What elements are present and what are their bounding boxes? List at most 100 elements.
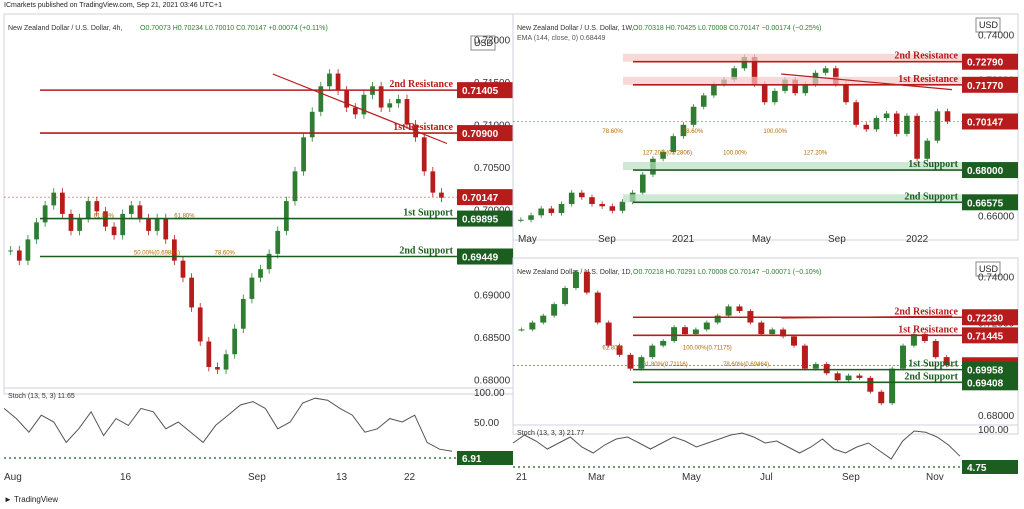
price-box: [962, 53, 1018, 70]
y-tick-label: 0.74000: [978, 272, 1015, 283]
candle: [518, 219, 524, 221]
fib-label: 100.00%(0.71175): [683, 345, 732, 351]
price-box-label: 0.69895: [462, 215, 499, 226]
candle: [714, 315, 721, 323]
x-tick-label: May: [518, 234, 537, 245]
x-tick-label: 21: [516, 472, 528, 483]
candle: [934, 111, 941, 141]
candle: [77, 218, 82, 231]
candle: [731, 68, 738, 80]
price-box-label: 0.69958: [967, 366, 1004, 377]
candle: [579, 192, 585, 198]
candle: [736, 306, 743, 312]
candle: [616, 345, 623, 355]
candle: [944, 111, 951, 122]
trend-line: [781, 73, 953, 91]
candle: [761, 84, 768, 103]
x-tick-label: Sep: [598, 234, 616, 245]
candle: [378, 86, 384, 108]
candle: [845, 375, 852, 381]
candle: [275, 230, 281, 254]
stoch-tick: 50.00: [474, 418, 499, 429]
price-box-label: 0.69408: [967, 378, 1004, 389]
candle: [670, 136, 677, 152]
candle: [34, 222, 39, 240]
candle: [671, 327, 678, 341]
candle: [68, 213, 74, 231]
candle: [700, 95, 707, 107]
stoch-tick: 100.00: [474, 388, 505, 399]
fib-label: 61.80%: [94, 214, 115, 220]
ema-readout: EMA (144, close, 0) 0.68449: [517, 35, 605, 42]
candle: [558, 203, 565, 214]
candle: [943, 357, 950, 366]
candle: [853, 102, 859, 125]
candle: [680, 124, 687, 137]
candle: [249, 277, 255, 299]
fib-label: 61.80%: [602, 345, 623, 351]
price-box: [457, 82, 513, 99]
y-tick-label: 0.69000: [474, 291, 511, 302]
candle: [878, 391, 885, 404]
candle: [172, 239, 177, 261]
candle: [85, 201, 91, 219]
tradingview-brand-label: TradingView: [14, 495, 59, 504]
y-tick-label: 0.68500: [474, 333, 511, 344]
stoch-value-label: 4.75: [967, 463, 987, 474]
candle: [232, 328, 238, 355]
currency-label: USD: [979, 264, 999, 274]
candle: [893, 113, 900, 134]
candle: [638, 357, 645, 369]
candle: [769, 329, 776, 335]
candle: [529, 322, 536, 330]
stoch-line: [3, 397, 453, 452]
candle: [780, 329, 787, 337]
x-tick-label: Sep: [828, 234, 846, 245]
candle: [25, 239, 31, 261]
candle: [94, 201, 100, 212]
candle: [163, 218, 169, 240]
candle: [528, 215, 534, 220]
x-tick-label: May: [752, 234, 771, 245]
price-box-label: 0.71445: [967, 331, 1004, 342]
zone-band: [623, 76, 962, 85]
level-name: 2nd Support: [904, 371, 958, 382]
candle: [548, 208, 555, 214]
panel-frame: [512, 257, 1019, 435]
candle: [154, 218, 160, 231]
candle: [361, 94, 367, 115]
price-box: [457, 248, 513, 265]
candle: [396, 99, 401, 104]
candle: [180, 260, 186, 278]
candle: [900, 345, 907, 369]
candle: [518, 329, 525, 331]
level-name: 1st Support: [403, 208, 453, 219]
candle: [822, 68, 829, 73]
stoch-value-box: [457, 451, 513, 465]
candle: [292, 171, 298, 202]
price-box-label: 0.66575: [967, 198, 1004, 209]
chart-title: New Zealand Dollar / U.S. Dollar, 1W,: [517, 25, 634, 32]
candle: [111, 226, 117, 236]
currency-box: [470, 35, 496, 51]
ohlc-readout: O0.70218 H0.70291 L0.70008 C0.70147 −0.0…: [633, 269, 821, 276]
candle: [690, 106, 697, 125]
candle: [924, 140, 931, 159]
y-tick-label: 0.72000: [474, 36, 511, 47]
price-box: [962, 162, 1018, 179]
candle: [791, 336, 798, 346]
fib-label: 78.60%(0.69464): [723, 362, 769, 368]
fib-label: 100.00%: [763, 129, 787, 135]
y-tick-label: 0.74000: [978, 30, 1015, 41]
trend-line: [272, 73, 448, 145]
tradingview-brand: ► TradingView: [4, 495, 58, 504]
price-box-label: 0.70900: [462, 129, 499, 140]
candle: [120, 213, 126, 236]
candle: [801, 345, 808, 369]
candle: [266, 253, 272, 270]
candle: [206, 341, 212, 367]
price-box-label: 0.68000: [967, 166, 1004, 177]
candle: [619, 201, 626, 211]
candle: [792, 79, 798, 94]
currency-box: [975, 17, 1001, 33]
